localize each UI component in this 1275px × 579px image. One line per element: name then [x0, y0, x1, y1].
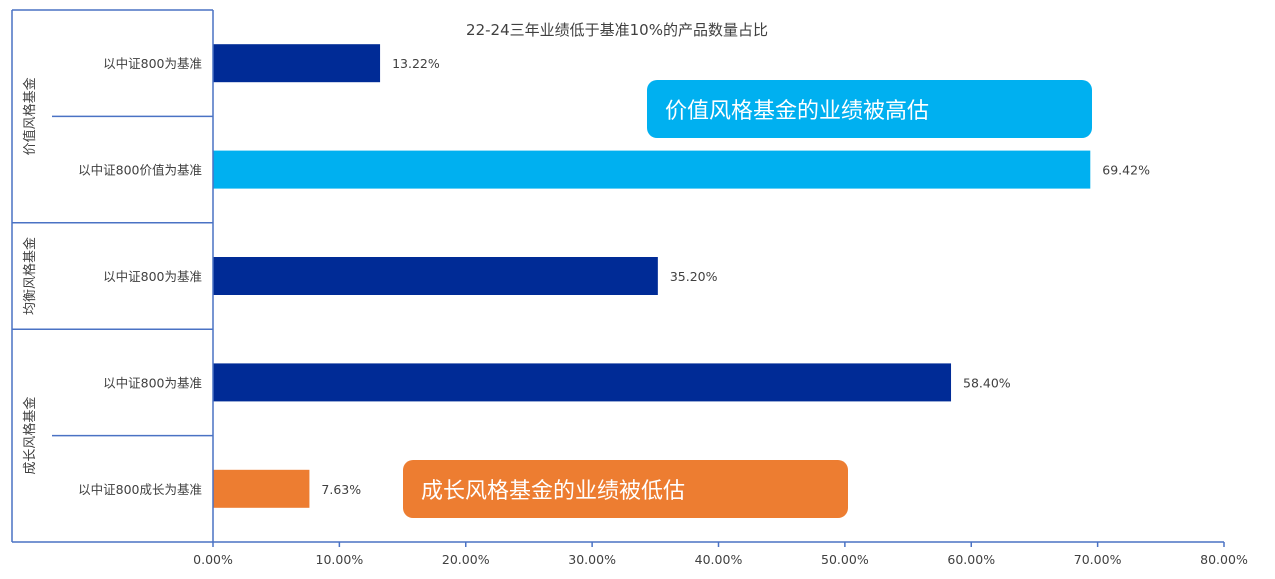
bar	[213, 469, 310, 508]
group-label: 成长风格基金	[22, 397, 38, 475]
x-tick-label: 20.00%	[442, 552, 490, 567]
bar	[213, 363, 952, 402]
x-tick-label: 60.00%	[947, 552, 995, 567]
value-label: 58.40%	[963, 375, 1011, 390]
x-tick-label: 10.00%	[316, 552, 364, 567]
category-label: 以中证800为基准	[103, 375, 202, 390]
chart-title: 22-24三年业绩低于基准10%的产品数量占比	[466, 21, 768, 39]
category-label: 以中证800为基准	[103, 56, 202, 71]
value-label: 35.20%	[670, 269, 718, 284]
value-label: 13.22%	[392, 56, 440, 71]
value-label: 7.63%	[321, 482, 361, 497]
x-tick-label: 80.00%	[1200, 552, 1248, 567]
group-label: 价值风格基金	[22, 77, 38, 155]
category-label: 以中证800成长为基准	[78, 482, 202, 497]
x-tick-label: 50.00%	[821, 552, 869, 567]
growth-style-callout: 成长风格基金的业绩被低估	[403, 460, 848, 518]
x-tick-label: 30.00%	[568, 552, 616, 567]
bar	[213, 44, 381, 83]
bar	[213, 257, 658, 295]
category-label: 以中证800为基准	[103, 269, 202, 284]
x-tick-label: 0.00%	[193, 552, 233, 567]
value-label: 69.42%	[1102, 163, 1150, 178]
x-tick-label: 40.00%	[695, 552, 743, 567]
group-label: 均衡风格基金	[22, 237, 38, 315]
value-style-callout: 价值风格基金的业绩被高估	[647, 80, 1092, 138]
x-tick-label: 70.00%	[1074, 552, 1122, 567]
bar	[213, 150, 1091, 189]
category-label: 以中证800价值为基准	[78, 163, 202, 178]
